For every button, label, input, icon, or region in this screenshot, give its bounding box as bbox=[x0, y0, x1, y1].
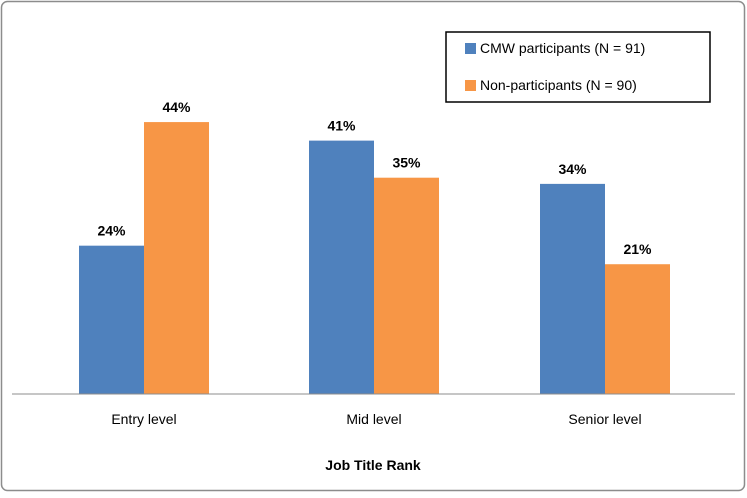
data-label-non-2: 21% bbox=[623, 241, 652, 257]
data-labels-group: 24% 44% 41% 35% 34% 21% bbox=[97, 99, 652, 257]
bar-non-0 bbox=[144, 122, 209, 394]
category-label-2: Senior level bbox=[568, 411, 641, 427]
bars-group bbox=[79, 122, 670, 394]
legend-label-cmw: CMW participants (N = 91) bbox=[480, 40, 645, 56]
bar-non-2 bbox=[605, 264, 670, 394]
bar-cmw-0 bbox=[79, 245, 144, 394]
data-label-non-0: 44% bbox=[162, 99, 191, 115]
data-label-cmw-1: 41% bbox=[327, 118, 356, 134]
data-label-cmw-0: 24% bbox=[97, 223, 126, 239]
category-labels-group: Entry level Mid level Senior level bbox=[111, 411, 641, 427]
legend-label-non: Non-participants (N = 90) bbox=[480, 77, 637, 93]
data-label-cmw-2: 34% bbox=[558, 161, 587, 177]
bar-cmw-2 bbox=[540, 183, 605, 394]
legend-swatch-non bbox=[465, 80, 476, 91]
data-label-non-1: 35% bbox=[392, 155, 421, 171]
legend: CMW participants (N = 91) Non-participan… bbox=[445, 31, 711, 103]
legend-box bbox=[445, 31, 711, 103]
bar-cmw-1 bbox=[309, 140, 374, 394]
x-axis-title: Job Title Rank bbox=[325, 457, 421, 473]
category-label-0: Entry level bbox=[111, 411, 176, 427]
bar-non-1 bbox=[374, 177, 439, 394]
category-label-1: Mid level bbox=[346, 411, 401, 427]
legend-swatch-cmw bbox=[465, 43, 476, 54]
